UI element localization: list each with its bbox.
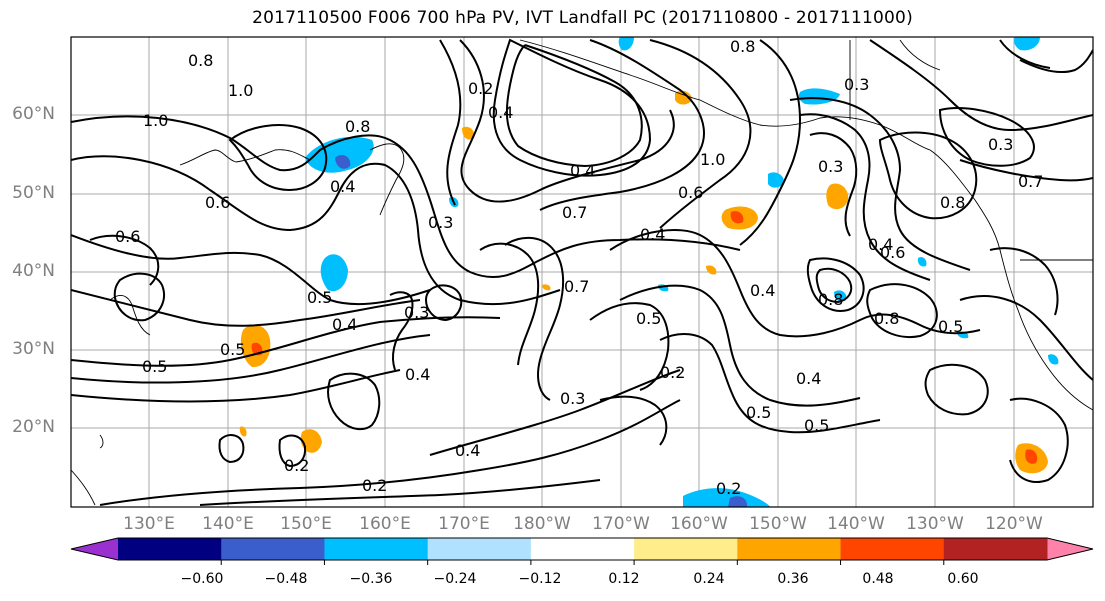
contour-label: 0.4 — [488, 103, 513, 122]
colorbar-tick-label: 0.12 — [608, 571, 640, 587]
contour-label: 0.2 — [716, 479, 741, 498]
lat-label: 60°N — [12, 104, 55, 124]
colorbar-tick-label: 0.48 — [862, 571, 894, 587]
map-frame — [70, 36, 1094, 508]
contour-label: 0.5 — [220, 340, 245, 359]
lon-label: 160°W — [670, 514, 728, 534]
contour-label: 0.3 — [818, 157, 843, 176]
lat-label: 20°N — [12, 417, 55, 437]
contour-label: 0.2 — [468, 79, 493, 98]
contour-label: 0.6 — [880, 243, 905, 262]
colorbar-tick-label: −0.12 — [518, 571, 562, 587]
contour-label: 0.4 — [796, 369, 821, 388]
lon-label: 160°E — [359, 514, 411, 534]
contour-label: 0.7 — [1018, 172, 1043, 191]
colorbar — [70, 537, 1094, 565]
lon-label: 120°W — [985, 514, 1043, 534]
coastlines — [71, 39, 1093, 506]
lat-label: 50°N — [12, 183, 55, 203]
contour-label: 0.8 — [345, 117, 370, 136]
pv-contours — [71, 38, 1093, 506]
colorbar-segment — [840, 538, 945, 560]
contour-label: 0.2 — [660, 363, 685, 382]
contour-label: 0.4 — [750, 281, 775, 300]
contour-label: 0.5 — [307, 288, 332, 307]
lon-label: 170°W — [592, 514, 650, 534]
colorbar-segment — [221, 538, 325, 560]
colorbar-segment — [943, 538, 1048, 560]
contour-label: 0.2 — [284, 456, 309, 475]
lon-label: 130°W — [906, 514, 964, 534]
colorbar-tick-label: 0.60 — [947, 571, 979, 587]
colorbar-tick-label: 0.36 — [777, 571, 809, 587]
colorbar-tick-label: −0.48 — [264, 571, 308, 587]
colorbar-tick-label: −0.24 — [433, 571, 477, 587]
colorbar-segment — [118, 538, 222, 560]
lon-label: 180°W — [513, 514, 571, 534]
contour-label: 0.8 — [874, 309, 899, 328]
contour-label: 0.5 — [746, 403, 771, 422]
contour-label: 1.0 — [700, 150, 725, 169]
contour-label: 0.3 — [988, 135, 1013, 154]
contour-label: 0.5 — [938, 317, 963, 336]
contour-label: 0.4 — [405, 365, 430, 384]
contour-label: 1.0 — [143, 111, 168, 130]
lon-label: 130°E — [123, 514, 175, 534]
contour-label: 0.4 — [332, 315, 357, 334]
contour-label: 0.8 — [188, 51, 213, 70]
ivt-shading — [239, 37, 1059, 507]
lon-label: 140°W — [827, 514, 885, 534]
contour-label: 0.4 — [570, 161, 595, 180]
lon-label: 150°E — [280, 514, 332, 534]
colorbar-outline — [70, 537, 1094, 561]
contour-label: 1.0 — [228, 81, 253, 100]
contour-label: 0.5 — [804, 416, 829, 435]
contour-label: 0.5 — [142, 357, 167, 376]
colorbar-tick-label: −0.36 — [349, 571, 393, 587]
contour-label: 0.6 — [115, 227, 140, 246]
contour-label-group: 0.8 1.0 1.0 0.8 0.8 0.6 0.6 0.4 0.5 0.4 … — [115, 37, 1043, 498]
lat-label: 30°N — [12, 339, 55, 359]
colorbar-left-extend — [71, 538, 118, 560]
lon-label: 170°E — [438, 514, 490, 534]
contour-label: 0.4 — [330, 177, 355, 196]
contour-label: 0.3 — [428, 213, 453, 232]
graticule — [71, 37, 1093, 507]
contour-label: 0.4 — [868, 235, 893, 254]
contour-label: 0.8 — [940, 193, 965, 212]
contour-label: 0.3 — [404, 303, 429, 322]
colorbar-segment — [634, 538, 738, 560]
contour-label: 0.7 — [564, 277, 589, 296]
contour-label: 0.3 — [844, 75, 869, 94]
colorbar-segment — [427, 538, 532, 560]
contour-label: 0.2 — [362, 476, 387, 495]
lon-label: 150°W — [749, 514, 807, 534]
contour-label: 0.4 — [455, 441, 480, 460]
contour-label: 0.3 — [560, 389, 585, 408]
contour-label: 0.6 — [205, 193, 230, 212]
colorbar-segment — [737, 538, 842, 560]
contour-label: 0.6 — [678, 183, 703, 202]
colorbar-right-extend — [1047, 538, 1093, 560]
contour-label: 0.8 — [730, 37, 755, 56]
contour-label: 0.8 — [818, 290, 843, 309]
map-title: 2017110500 F006 700 hPa PV, IVT Landfall… — [252, 8, 913, 28]
colorbar-segment — [324, 538, 429, 560]
colorbar-tick-label: 0.24 — [693, 571, 725, 587]
contour-label: 0.7 — [562, 203, 587, 222]
colorbar-tick-label: −0.60 — [180, 571, 224, 587]
lat-label: 40°N — [12, 261, 55, 281]
lon-label: 140°E — [202, 514, 254, 534]
contour-label: 0.5 — [636, 309, 661, 328]
contour-label: 0.4 — [640, 225, 665, 244]
colorbar-segment — [530, 538, 635, 560]
